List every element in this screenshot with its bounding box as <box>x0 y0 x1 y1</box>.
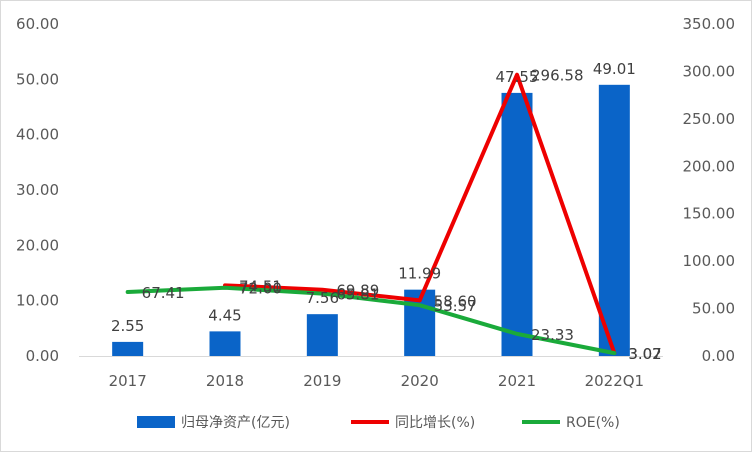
bar <box>209 331 241 356</box>
x-axis-tick-label: 2017 <box>109 372 147 390</box>
y-axis-tick-label: 40.00 <box>16 126 59 144</box>
bar <box>598 84 630 356</box>
bar-data-label: 7.56 <box>306 289 339 307</box>
bar-data-label: 47.55 <box>496 68 539 86</box>
y-axis-tick-label: 50.00 <box>16 70 59 88</box>
line-data-label: 296.58 <box>531 67 584 85</box>
y2-axis-tick-label: 200.00 <box>683 157 736 175</box>
y2-axis-tick-label: 100.00 <box>683 252 736 270</box>
y-axis-tick-label: 60.00 <box>16 15 59 33</box>
x-axis-tick-label: 2021 <box>498 372 536 390</box>
line-data-label: 53.57 <box>434 297 477 315</box>
bar <box>112 341 144 356</box>
bar-data-label: 49.01 <box>593 60 636 78</box>
bar <box>501 92 533 356</box>
line-data-label: 69.89 <box>336 282 379 300</box>
y2-axis-tick-label: 300.00 <box>683 62 736 80</box>
y2-axis-tick-label: 150.00 <box>683 205 736 223</box>
legend-label: ROE(%) <box>566 415 620 431</box>
x-axis-tick-label: 2018 <box>206 372 244 390</box>
bar-data-label: 2.55 <box>111 317 144 335</box>
legend-label: 同比增长(%) <box>395 415 475 431</box>
bar <box>306 314 338 356</box>
y-axis-tick-label: 30.00 <box>16 181 59 199</box>
y-axis-tick-label: 0.00 <box>26 347 59 365</box>
y2-axis-tick-label: 250.00 <box>683 110 736 128</box>
x-axis-tick-label: 2022Q1 <box>585 372 645 390</box>
bar-data-label: 4.45 <box>208 306 241 324</box>
line-data-label: 67.41 <box>142 284 185 302</box>
legend-label: 归母净资产(亿元) <box>181 414 290 431</box>
y2-axis-tick-label: 0.00 <box>702 347 735 365</box>
line-data-label: 23.33 <box>531 326 574 344</box>
line-data-label: 72.00 <box>239 280 282 298</box>
line-data-label: 65.81 <box>336 286 379 304</box>
line-data-label: 74.51 <box>239 277 282 295</box>
y2-axis-tick-label: 350.00 <box>683 15 736 33</box>
y2-axis-tick-label: 50.00 <box>692 300 735 318</box>
bar-data-label: 11.99 <box>398 265 441 283</box>
growth-line <box>223 72 617 356</box>
line-data-label: 3.02 <box>628 345 661 363</box>
x-axis-tick-label: 2020 <box>401 372 439 390</box>
y-axis-tick-label: 10.00 <box>16 292 59 310</box>
line-data-label: 3.07 <box>628 345 661 363</box>
legend-swatch-bar <box>137 416 175 428</box>
y-axis-tick-label: 20.00 <box>16 236 59 254</box>
x-axis-tick-label: 2019 <box>303 372 341 390</box>
roe-line <box>125 285 617 356</box>
line-data-label: 58.60 <box>434 292 477 310</box>
